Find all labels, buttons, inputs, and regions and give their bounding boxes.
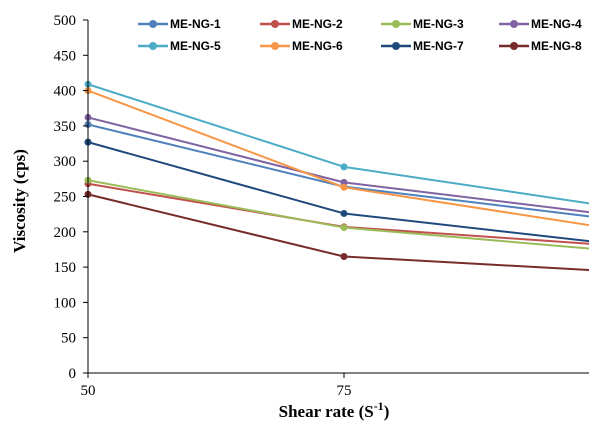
y-tick-label: 500 bbox=[54, 13, 77, 29]
legend-label: ME-NG-5 bbox=[170, 39, 221, 53]
x-tick-label: 50 bbox=[81, 383, 96, 399]
legend-label: ME-NG-3 bbox=[413, 17, 464, 31]
series-ME-NG-5 bbox=[84, 80, 589, 205]
legend-label: ME-NG-1 bbox=[170, 17, 221, 31]
y-axis-ticks: 0 50 100 150 200 250 300 350 400 450 500 bbox=[54, 13, 88, 382]
legend-label: ME-NG-8 bbox=[531, 39, 582, 53]
legend-item: ME-NG-1 bbox=[138, 17, 221, 31]
legend-label: ME-NG-4 bbox=[531, 17, 582, 31]
legend-marker bbox=[510, 20, 518, 28]
legend-label: ME-NG-2 bbox=[292, 17, 343, 31]
y-axis-title: Viscosity (cps) bbox=[10, 149, 29, 253]
data-point bbox=[340, 163, 348, 171]
data-point bbox=[340, 224, 348, 232]
y-tick-label: 50 bbox=[61, 331, 76, 347]
legend-item: ME-NG-6 bbox=[260, 39, 343, 53]
y-tick-label: 350 bbox=[54, 119, 77, 135]
legend-marker bbox=[149, 20, 157, 28]
legend-item: ME-NG-8 bbox=[499, 39, 582, 53]
legend-item: ME-NG-5 bbox=[138, 39, 221, 53]
x-axis-title-main: Shear rate (S bbox=[279, 402, 374, 421]
y-tick-label: 0 bbox=[69, 366, 77, 382]
data-point bbox=[340, 178, 348, 186]
legend-marker bbox=[392, 20, 400, 28]
x-axis-ticks: 5075100 bbox=[81, 373, 589, 399]
legend-marker bbox=[271, 20, 279, 28]
legend-item: ME-NG-3 bbox=[381, 17, 464, 31]
data-point bbox=[340, 253, 348, 261]
legend-marker bbox=[271, 42, 279, 50]
y-tick-label: 250 bbox=[54, 190, 77, 206]
x-axis-title-superscript: -1 bbox=[374, 399, 384, 413]
data-point bbox=[340, 183, 348, 191]
x-tick-label: 75 bbox=[337, 383, 352, 399]
legend-marker bbox=[392, 42, 400, 50]
legend-label: ME-NG-6 bbox=[292, 39, 343, 53]
x-axis-title: Shear rate (S-1) bbox=[279, 399, 390, 421]
data-point bbox=[340, 209, 348, 217]
legend-label: ME-NG-7 bbox=[413, 39, 464, 53]
legend: ME-NG-1 ME-NG-2 ME-NG-3 ME-NG-4 ME-NG-5 ME-NG… bbox=[138, 17, 582, 53]
series-line bbox=[87, 83, 589, 205]
legend-marker bbox=[510, 42, 518, 50]
y-tick-label: 450 bbox=[54, 48, 77, 64]
legend-item: ME-NG-2 bbox=[260, 17, 343, 31]
legend-item: ME-NG-7 bbox=[381, 39, 464, 53]
y-tick-label: 300 bbox=[54, 154, 77, 170]
series-ME-NG-3 bbox=[84, 176, 589, 250]
y-tick-label: 100 bbox=[54, 295, 77, 311]
y-tick-label: 200 bbox=[54, 225, 77, 241]
plot-area bbox=[84, 80, 589, 272]
y-tick-label: 150 bbox=[54, 260, 77, 276]
legend-item: ME-NG-4 bbox=[499, 17, 582, 31]
legend-marker bbox=[149, 42, 157, 50]
x-axis-title-end: ) bbox=[384, 402, 390, 421]
series-ME-NG-6 bbox=[84, 87, 589, 227]
y-tick-label: 400 bbox=[54, 84, 77, 100]
